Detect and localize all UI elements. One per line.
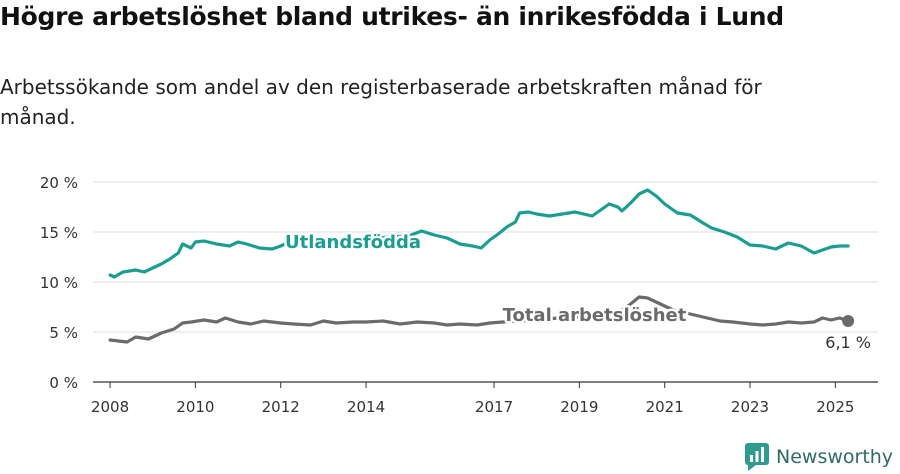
y-tick-label: 10 % [40, 274, 78, 292]
x-tick-label: 2012 [262, 398, 300, 416]
x-tick-label: 2021 [646, 398, 684, 416]
page-subtitle: Arbetssökande som andel av den registerb… [0, 75, 762, 129]
brand-name: Newsworthy [776, 446, 894, 468]
brand-logo: Newsworthy [744, 441, 893, 473]
series-label-utlandsfodda: Utlandsfödda [285, 232, 421, 253]
x-tick-label: 2008 [91, 398, 129, 416]
x-tick-label: 2014 [347, 398, 385, 416]
series-line-utlandsfodda [108, 188, 850, 279]
x-tick-label: 2023 [731, 398, 769, 416]
end-point-marker [842, 315, 855, 327]
x-tick-label: 2019 [560, 398, 598, 416]
x-tick-label: 2025 [816, 398, 854, 416]
y-tick-label: 15 % [40, 224, 78, 242]
newsworthy-logo-icon [745, 443, 769, 471]
x-tick-label: 2010 [176, 398, 214, 416]
y-tick-label: 0 % [49, 374, 78, 392]
y-tick-label: 5 % [49, 324, 78, 342]
series-line-total [108, 295, 850, 344]
series-label-total: Total arbetslöshet [503, 305, 687, 326]
end-value-label: 6,1 % [825, 333, 871, 352]
y-tick-label: 20 % [40, 174, 78, 192]
x-tick-label: 2017 [475, 398, 513, 416]
page-title: Högre arbetslöshet bland utrikes- än inr… [0, 2, 784, 31]
